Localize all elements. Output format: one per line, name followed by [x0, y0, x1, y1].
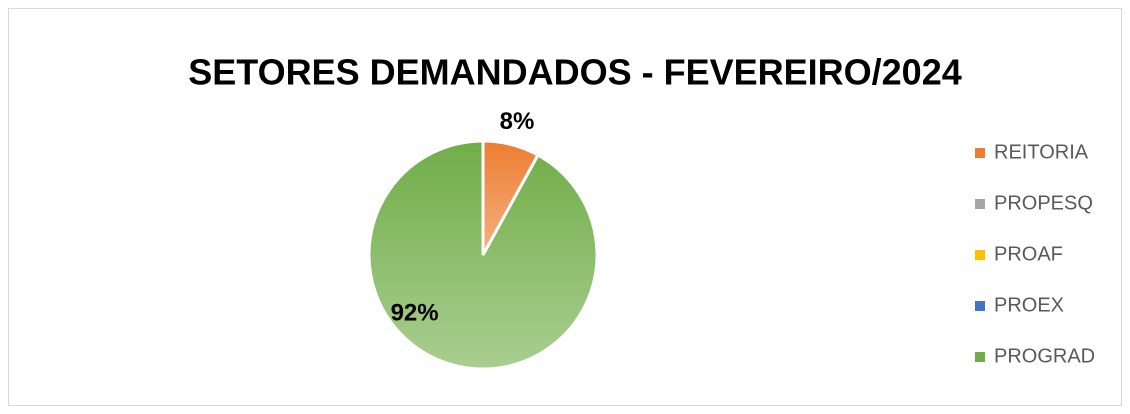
legend-swatch [975, 352, 985, 362]
legend-label: PROPESQ [994, 192, 1093, 214]
legend-label: REITORIA [994, 141, 1089, 163]
data-label: 92% [391, 300, 439, 327]
legend-swatch [975, 250, 985, 260]
legend-label: PROEX [994, 294, 1064, 316]
chart-title: SETORES DEMANDADOS - FEVEREIRO/2024 [188, 52, 962, 93]
legend-label: PROAF [994, 243, 1063, 265]
legend-swatch [975, 199, 985, 209]
legend-label: PROGRAD [994, 345, 1095, 367]
legend-swatch [975, 301, 985, 311]
data-label: 8% [500, 108, 535, 135]
legend-swatch [975, 148, 985, 158]
pie-slice [367, 139, 599, 371]
